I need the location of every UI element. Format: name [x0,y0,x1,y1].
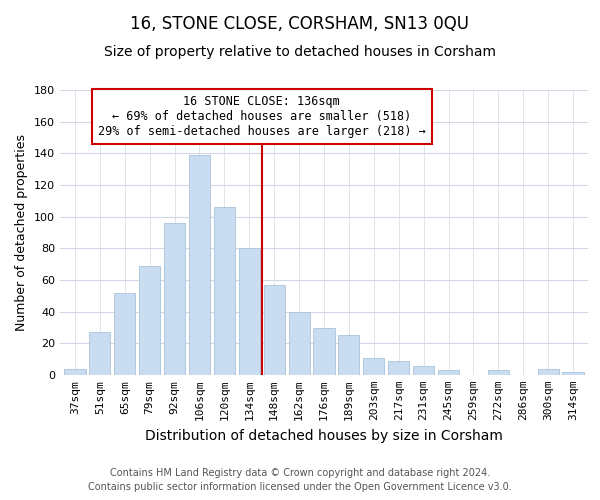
Bar [114,292,136,375]
Text: Contains HM Land Registry data © Crown copyright and database right 2024.: Contains HM Land Registry data © Crown c… [110,468,490,477]
Bar [488,370,509,375]
Text: Contains public sector information licensed under the Open Government Licence v3: Contains public sector information licen… [88,482,512,492]
Bar [139,266,160,375]
Bar [64,368,86,375]
Bar [313,328,335,375]
Text: Size of property relative to detached houses in Corsham: Size of property relative to detached ho… [104,45,496,59]
Bar [164,223,185,375]
Text: 16 STONE CLOSE: 136sqm
← 69% of detached houses are smaller (518)
29% of semi-de: 16 STONE CLOSE: 136sqm ← 69% of detached… [98,95,425,138]
Bar [388,361,409,375]
Bar [239,248,260,375]
Bar [413,366,434,375]
Bar [363,358,385,375]
Bar [263,285,285,375]
Bar [89,332,110,375]
Bar [189,155,210,375]
Bar [289,312,310,375]
Bar [438,370,459,375]
Text: 16, STONE CLOSE, CORSHAM, SN13 0QU: 16, STONE CLOSE, CORSHAM, SN13 0QU [131,15,470,33]
Y-axis label: Number of detached properties: Number of detached properties [16,134,28,331]
Bar [214,207,235,375]
Bar [338,336,359,375]
X-axis label: Distribution of detached houses by size in Corsham: Distribution of detached houses by size … [145,428,503,442]
Bar [538,368,559,375]
Bar [562,372,584,375]
